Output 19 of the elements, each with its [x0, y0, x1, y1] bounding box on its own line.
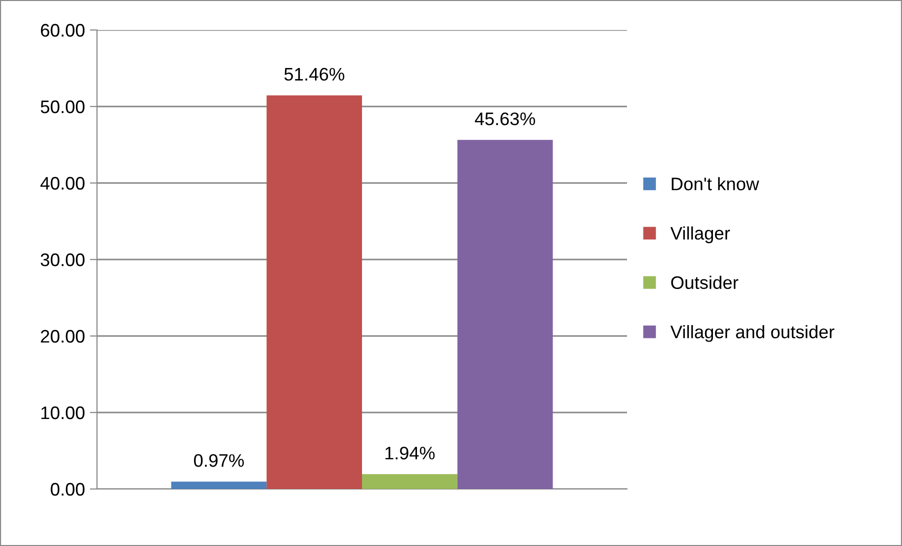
- bar: [266, 95, 362, 489]
- legend-label: Villager: [670, 226, 730, 244]
- y-tick-label: 30.00: [40, 253, 84, 266]
- data-label: 1.94%: [385, 446, 435, 460]
- data-label: 51.46%: [284, 68, 344, 81]
- legend-label: Outsider: [671, 276, 738, 290]
- legend-label: Don't know: [672, 177, 760, 190]
- data-label: 0.97%: [194, 454, 244, 467]
- bar: [362, 474, 458, 489]
- y-tick-label: 50.00: [40, 100, 84, 114]
- y-tick-label: 0.00: [50, 482, 84, 496]
- y-tick-label: 10.00: [41, 406, 84, 420]
- data-label: 45.63%: [474, 112, 536, 126]
- legend-label: Villager and outsider: [670, 325, 834, 342]
- bar: [457, 140, 553, 489]
- bar: [171, 482, 267, 489]
- y-tick-label: 40.00: [40, 176, 84, 190]
- y-tick-label: 20.00: [40, 330, 84, 343]
- y-tick-label: 60.00: [40, 24, 84, 37]
